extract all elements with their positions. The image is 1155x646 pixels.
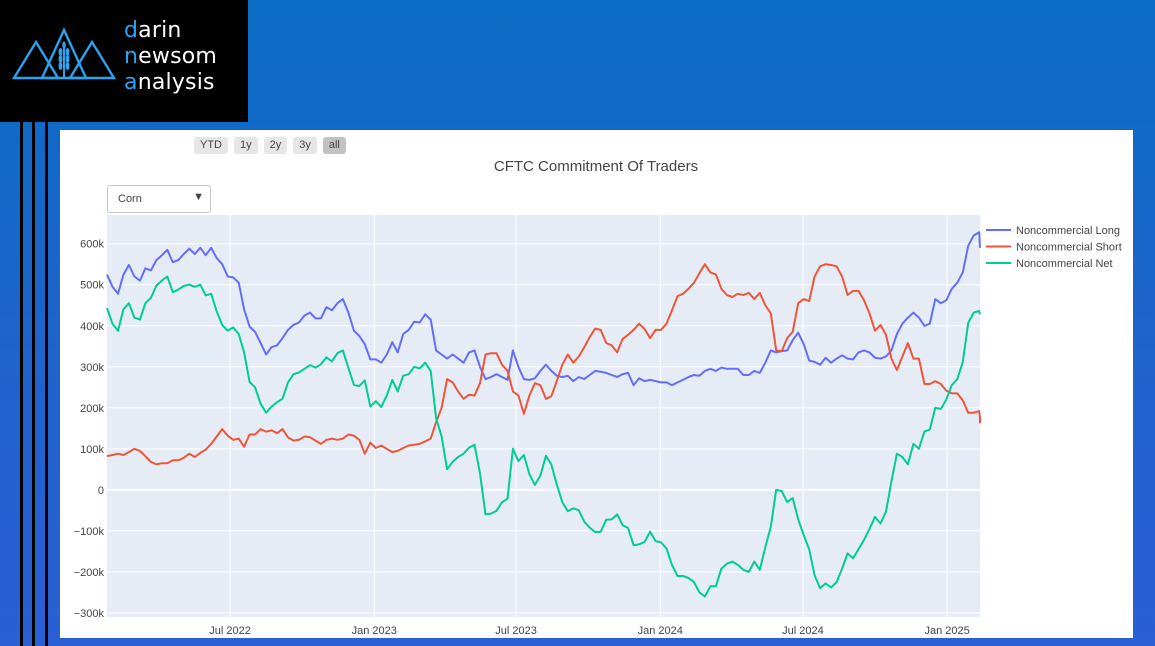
y-tick-label: 400k [80,321,104,333]
x-tick-label: Jan 2025 [924,625,969,637]
caret-down-icon: ▼ [193,191,204,203]
range-selector: YTD 1y 2y 3y all [194,137,346,154]
cot-line-chart: −300k −200k −100k 0 100k 200k 300k 400k 500k 600k… [74,158,1122,637]
range-all-button[interactable]: all [322,137,346,154]
y-tick-label: −100k [74,526,105,538]
y-tick-label: 600k [80,239,104,251]
legend-label: Noncommercial Net [1016,258,1113,270]
y-tick-label: −300k [74,608,105,620]
commodity-dropdown-value: Corn [118,193,142,205]
series-line-noncommercial-net [106,275,981,598]
x-tick-label: Jul 2023 [495,625,537,637]
mountains-wheat-logo-icon [12,27,117,80]
range-3y-button[interactable]: 3y [293,137,317,154]
chart-panel: −300k −200k −100k 0 100k 200k 300k 400k 500k 600k… [60,130,1133,638]
brand-name: darin newsom analysis [124,18,217,96]
left-frame-bar [32,122,35,646]
brand-logo: darin newsom analysis [0,0,248,122]
y-tick-label: 0 [98,485,104,497]
y-tick-label: 300k [80,362,104,374]
left-frame-bar [45,122,48,646]
left-frame-bar [20,122,23,646]
legend-label: Noncommercial Short [1016,242,1122,254]
series-line-noncommercial-short [106,263,981,466]
range-1y-button[interactable]: 1y [234,137,258,154]
x-tick-label: Jan 2024 [638,625,683,637]
y-tick-label: 100k [80,444,104,456]
y-tick-label: 200k [80,403,104,415]
chart-title: CFTC Commitment Of Traders [494,158,698,175]
brand-line-1: darin [124,18,182,43]
y-tick-label: −200k [74,567,105,579]
commodity-dropdown[interactable]: Corn ▼ [107,185,211,213]
range-ytd-button[interactable]: YTD [194,137,228,154]
plot-area [107,215,980,617]
brand-line-3: analysis [124,70,215,95]
brand-line-2: newsom [124,44,218,69]
legend-label: Noncommercial Long [1016,225,1120,237]
y-tick-label: 500k [80,280,104,292]
range-2y-button[interactable]: 2y [263,137,288,154]
series-line-noncommercial-long [106,231,981,387]
x-tick-label: Jul 2022 [209,625,251,637]
x-tick-label: Jan 2023 [352,625,397,637]
x-tick-label: Jul 2024 [782,625,824,637]
